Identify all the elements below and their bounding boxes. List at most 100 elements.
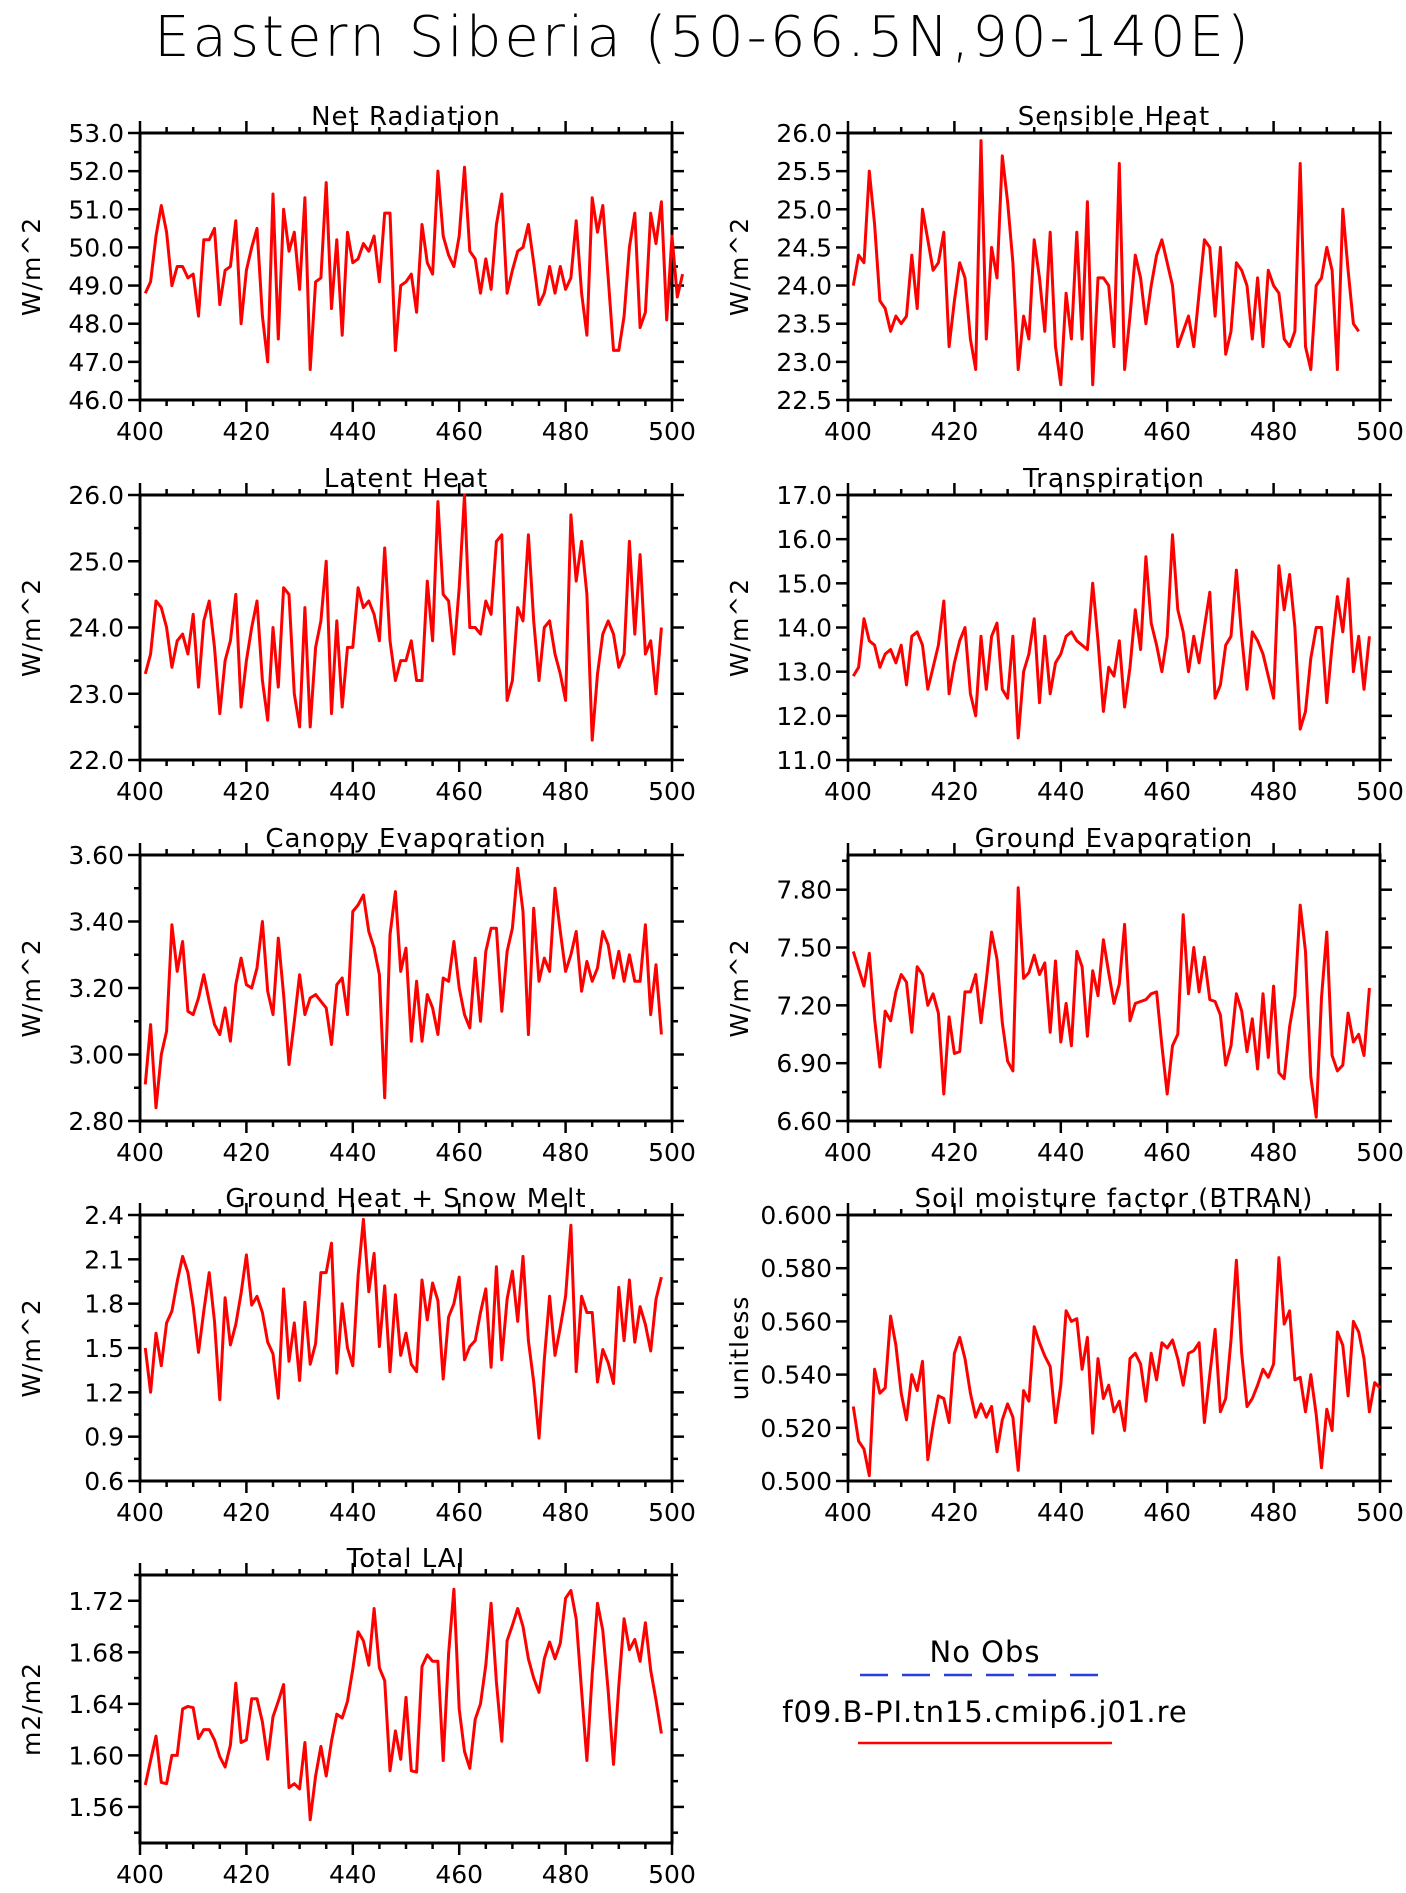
chart-canopy-evaporation-xtick-label-460: 460 <box>435 1138 483 1167</box>
chart-sensible-heat-ytick-label-25.0: 25.0 <box>776 195 832 224</box>
chart-total-lai-xtick-label-420: 420 <box>223 1860 271 1889</box>
chart-total-lai-ylabel: m2/m2 <box>17 1662 46 1756</box>
chart-net-radiation-xtick-label-400: 400 <box>116 417 164 446</box>
chart-latent-heat-ytick-label-24.0: 24.0 <box>68 614 124 643</box>
legend: No Obs f09.B-PI.tn15.cmip6.j01.re <box>782 1635 1187 1745</box>
chart-transpiration-series-line <box>852 533 1371 740</box>
chart-soil-moisture-factor-btran-xtick-label-400: 400 <box>824 1498 872 1527</box>
chart-transpiration-ytick-label-17.0: 17.0 <box>776 481 832 510</box>
chart-net-radiation-xtick-label-480: 480 <box>542 417 590 446</box>
chart-ground-evaporation-ytick-label-7.50: 7.50 <box>776 934 832 963</box>
chart-total-lai-xtick-label-480: 480 <box>542 1860 590 1889</box>
chart-soil-moisture-factor-btran-ytick-label-0.540: 0.540 <box>760 1361 832 1390</box>
chart-transpiration-ytick-label-14.0: 14.0 <box>776 614 832 643</box>
chart-ground-heat-snow-melt-series-line <box>143 1217 663 1440</box>
chart-ground-heat-snow-melt-xtick-label-460: 460 <box>435 1498 483 1527</box>
chart-canopy-evaporation-xtick-label-400: 400 <box>116 1138 164 1167</box>
legend-obs-label: No Obs <box>930 1635 1041 1669</box>
chart-sensible-heat-ytick-label-22.5: 22.5 <box>776 386 832 415</box>
chart-latent-heat-xtick-label-400: 400 <box>116 777 164 806</box>
chart-total-lai-xtick-label-400: 400 <box>116 1860 164 1889</box>
chart-transpiration-xtick-label-500: 500 <box>1356 777 1404 806</box>
chart-sensible-heat-ytick-label-25.5: 25.5 <box>776 157 832 186</box>
chart-ground-evaporation-ylabel: W/m^2 <box>725 938 754 1037</box>
chart-ground-heat-snow-melt-ytick-label-1.5: 1.5 <box>84 1334 124 1363</box>
chart-ground-heat-snow-melt-xtick-label-420: 420 <box>223 1498 271 1527</box>
chart-soil-moisture-factor-btran-xtick-label-460: 460 <box>1143 1498 1191 1527</box>
chart-ground-heat-snow-melt-ytick-label-2.4: 2.4 <box>84 1201 124 1230</box>
chart-soil-moisture-factor-btran-ytick-label-0.560: 0.560 <box>760 1307 832 1336</box>
chart-sensible-heat-xtick-label-480: 480 <box>1250 417 1298 446</box>
chart-total-lai-xtick-label-440: 440 <box>329 1860 377 1889</box>
chart-net-radiation-xtick-label-500: 500 <box>648 417 696 446</box>
chart-ground-evaporation-xtick-label-480: 480 <box>1250 1138 1298 1167</box>
chart-sensible-heat-ytick-label-24.0: 24.0 <box>776 272 832 301</box>
chart-latent-heat-series-line <box>143 493 663 742</box>
chart-net-radiation-ytick-label-50.0: 50.0 <box>68 233 124 262</box>
chart-soil-moisture-factor-btran-ytick-label-0.520: 0.520 <box>760 1414 832 1443</box>
chart-soil-moisture-factor-btran-ytick-label-0.500: 0.500 <box>760 1467 832 1496</box>
chart-canopy-evaporation-ytick-label-3.00: 3.00 <box>68 1041 124 1070</box>
chart-ground-heat-snow-melt-ylabel: W/m^2 <box>17 1298 46 1397</box>
chart-latent-heat-xtick-label-420: 420 <box>223 777 271 806</box>
chart-ground-evaporation-series-line <box>851 886 1371 1119</box>
chart-latent-heat-xtick-label-440: 440 <box>329 777 377 806</box>
chart-total-lai-series-line <box>143 1587 663 1822</box>
chart-total-lai-ytick-label-1.56: 1.56 <box>68 1793 124 1822</box>
chart-ground-evaporation-xtick-label-460: 460 <box>1143 1138 1191 1167</box>
chart-ground-heat-snow-melt-frame <box>138 1213 674 1483</box>
chart-canopy-evaporation-series-line <box>143 866 663 1110</box>
chart-latent-heat-ylabel: W/m^2 <box>17 578 46 677</box>
chart-sensible-heat-xtick-label-440: 440 <box>1037 417 1085 446</box>
chart-soil-moisture-factor-btran: Soil moisture factor (BTRAN)400 420 440 460… <box>725 1184 1404 1527</box>
chart-ground-evaporation-ytick-label-6.60: 6.60 <box>776 1107 832 1136</box>
chart-net-radiation-ytick-label-46.0: 46.0 <box>68 386 124 415</box>
chart-latent-heat-ytick-label-23.0: 23.0 <box>68 680 124 709</box>
chart-transpiration-ytick-label-12.0: 12.0 <box>776 702 832 731</box>
chart-ground-evaporation-frame <box>846 853 1382 1123</box>
chart-ground-heat-snow-melt-ytick-label-1.8: 1.8 <box>84 1290 124 1319</box>
chart-latent-heat-xtick-label-500: 500 <box>648 777 696 806</box>
chart-transpiration-xtick-label-440: 440 <box>1037 777 1085 806</box>
chart-sensible-heat-ylabel: W/m^2 <box>725 217 754 316</box>
chart-canopy-evaporation-xtick-label-440: 440 <box>329 1138 377 1167</box>
chart-net-radiation-xtick-label-420: 420 <box>223 417 271 446</box>
chart-ground-evaporation-xtick-label-420: 420 <box>931 1138 979 1167</box>
chart-soil-moisture-factor-btran-series-line <box>851 1256 1382 1478</box>
chart-canopy-evaporation-ytick-label-3.60: 3.60 <box>68 841 124 870</box>
chart-transpiration-ytick-label-16.0: 16.0 <box>776 525 832 554</box>
chart-total-lai-ytick-label-1.72: 1.72 <box>68 1587 124 1616</box>
chart-latent-heat-ytick-label-25.0: 25.0 <box>68 547 124 576</box>
chart-net-radiation-ytick-label-47.0: 47.0 <box>68 348 124 377</box>
chart-latent-heat-ytick-label-26.0: 26.0 <box>68 481 124 510</box>
chart-sensible-heat-ytick-label-26.0: 26.0 <box>776 119 832 148</box>
chart-ground-heat-snow-melt-ytick-label-1.2: 1.2 <box>84 1378 124 1407</box>
chart-ground-heat-snow-melt-ytick-label-2.1: 2.1 <box>84 1245 124 1274</box>
chart-canopy-evaporation-ytick-label-2.80: 2.80 <box>68 1107 124 1136</box>
chart-soil-moisture-factor-btran-ytick-label-0.580: 0.580 <box>760 1254 832 1283</box>
chart-sensible-heat-xtick-label-400: 400 <box>824 417 872 446</box>
chart-soil-moisture-factor-btran-xtick-label-440: 440 <box>1037 1498 1085 1527</box>
chart-total-lai-ytick-label-1.60: 1.60 <box>68 1741 124 1770</box>
chart-transpiration-ytick-label-15.0: 15.0 <box>776 569 832 598</box>
chart-transpiration-ytick-label-13.0: 13.0 <box>776 658 832 687</box>
chart-latent-heat-xtick-label-460: 460 <box>435 777 483 806</box>
chart-ground-evaporation-ytick-label-7.80: 7.80 <box>776 876 832 905</box>
chart-ground-evaporation-xtick-label-500: 500 <box>1356 1138 1404 1167</box>
chart-sensible-heat-ytick-label-23.5: 23.5 <box>776 310 832 339</box>
legend-model-label: f09.B-PI.tn15.cmip6.j01.re <box>782 1695 1187 1729</box>
chart-latent-heat-ytick-label-22.0: 22.0 <box>68 746 124 775</box>
chart-transpiration-xtick-label-420: 420 <box>931 777 979 806</box>
chart-canopy-evaporation-frame <box>138 853 674 1123</box>
chart-net-radiation-ytick-label-51.0: 51.0 <box>68 195 124 224</box>
chart-soil-moisture-factor-btran-ylabel: unitless <box>725 1296 754 1401</box>
chart-net-radiation-ytick-label-52.0: 52.0 <box>68 157 124 186</box>
chart-canopy-evaporation-xtick-label-500: 500 <box>648 1138 696 1167</box>
